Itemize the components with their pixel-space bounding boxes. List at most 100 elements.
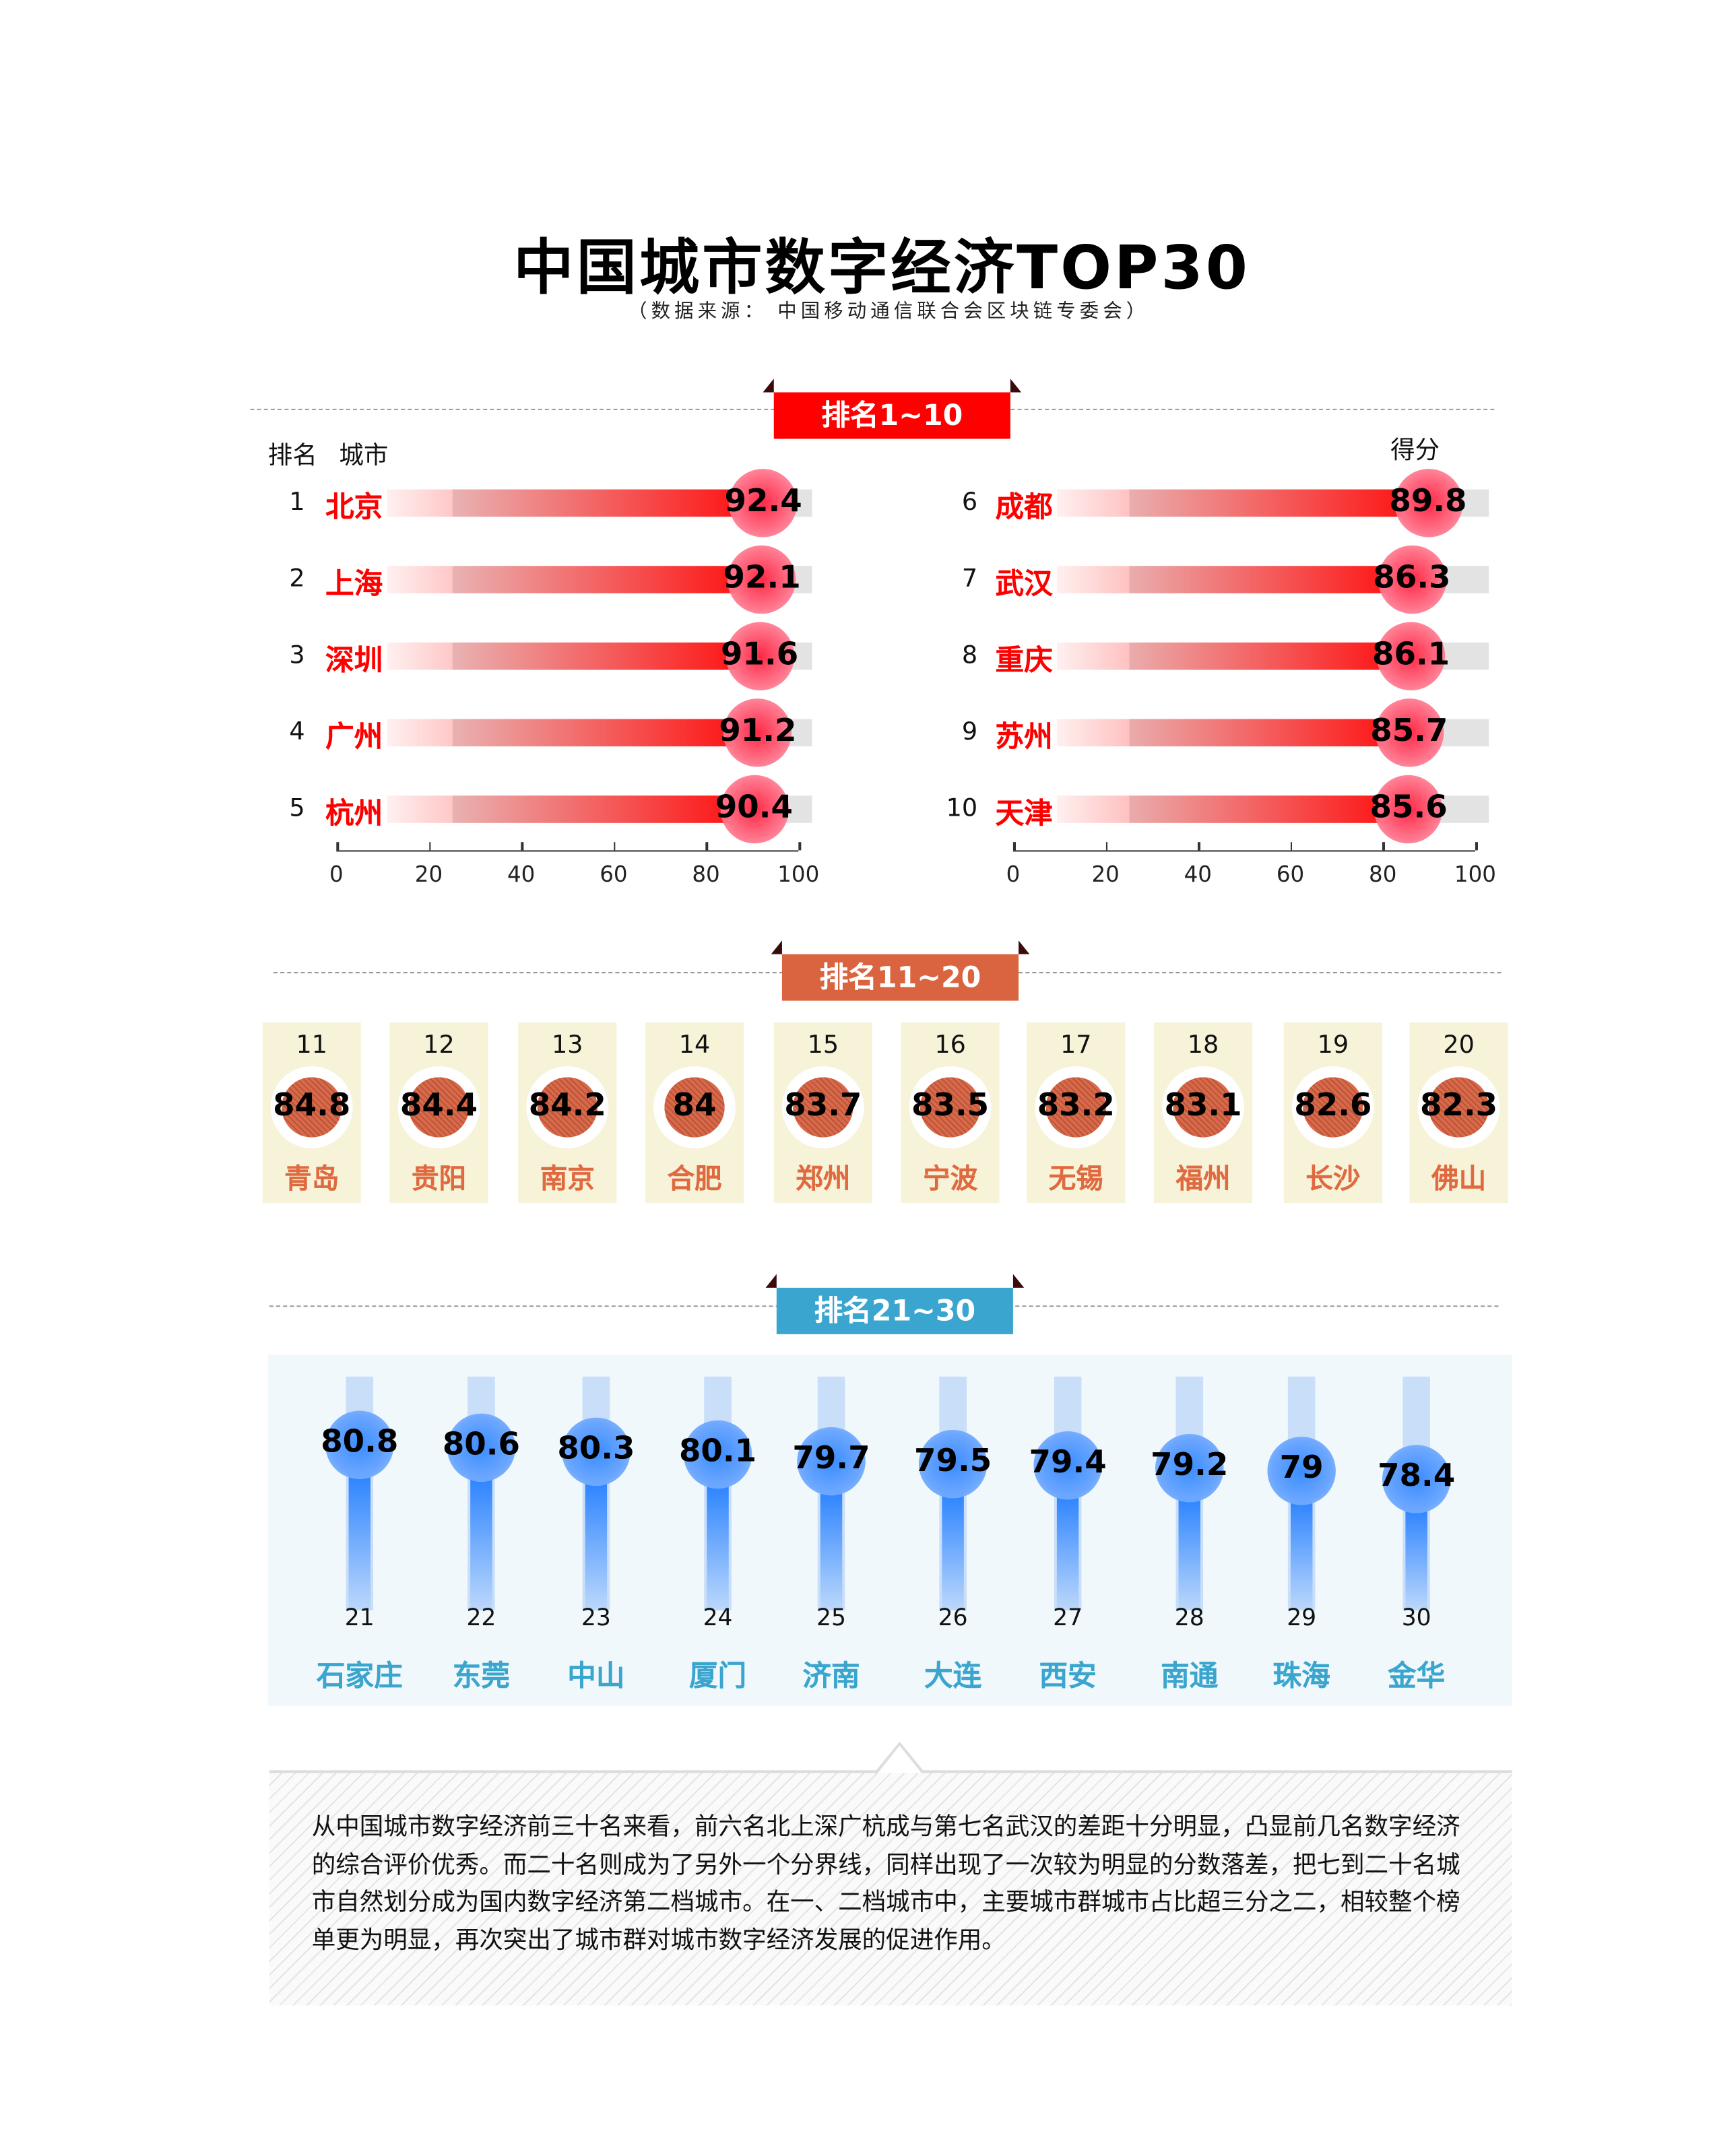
x-tick-label: 0 [329, 861, 344, 888]
bar [1056, 1492, 1079, 1610]
value-label: 80.8 [321, 1424, 399, 1460]
score-value: 83.1 [1164, 1088, 1242, 1124]
section-tab-21-30: 排名21~30 [765, 1274, 1025, 1334]
city-name: 杭州 [325, 797, 383, 830]
bar [942, 1491, 964, 1610]
score-dot [1428, 1077, 1489, 1138]
value-label: 90.4 [715, 790, 794, 826]
x-tick [1382, 842, 1385, 851]
city-name: 济南 [802, 1659, 860, 1693]
value-bubble [325, 1410, 394, 1480]
value-bubble [918, 1429, 988, 1498]
x-tick [613, 842, 616, 851]
value-bubble [797, 1426, 866, 1495]
value-label: 86.3 [1373, 560, 1451, 596]
city-name: 中山 [567, 1659, 625, 1693]
rank-number: 18 [1187, 1031, 1219, 1059]
rank-number: 12 [423, 1031, 455, 1059]
city-name: 郑州 [796, 1162, 851, 1195]
bar [387, 489, 764, 517]
score-dot [920, 1077, 981, 1138]
city-name: 南通 [1161, 1659, 1219, 1693]
score-ring [1035, 1066, 1118, 1148]
page-title: 中国城市数字经济TOP30 [513, 234, 1250, 304]
bar [387, 719, 758, 747]
bar [470, 1475, 492, 1610]
rank-number: 22 [466, 1604, 496, 1633]
value-bubble [683, 1420, 752, 1489]
x-tick [706, 842, 709, 851]
score-dot [793, 1077, 853, 1138]
city-name: 佛山 [1431, 1162, 1487, 1195]
rank-number: 9 [961, 717, 978, 747]
city-name: 广州 [325, 720, 383, 754]
x-tick [428, 842, 431, 851]
x-tick-label: 0 [1006, 861, 1021, 888]
city-name: 东莞 [452, 1659, 511, 1693]
rank-number: 3 [289, 641, 305, 670]
data-source: （数据来源： 中国移动通信联合会区块链专委会） [628, 300, 1150, 323]
city-name: 金华 [1388, 1659, 1446, 1693]
bar [387, 642, 760, 670]
value-label: 78.4 [1378, 1458, 1456, 1495]
score-value: 84 [672, 1088, 717, 1124]
city-name: 青岛 [284, 1162, 340, 1195]
city-name: 重庆 [995, 643, 1053, 677]
rank-number: 14 [678, 1031, 711, 1059]
x-tick-label: 20 [414, 861, 443, 888]
bar [1405, 1506, 1427, 1610]
x-tick-label: 40 [1184, 861, 1212, 888]
x-tick [1012, 842, 1015, 851]
rank-number: 26 [938, 1604, 968, 1633]
section-tab-11-20: 排名11~20 [771, 940, 1030, 1001]
city-name: 合肥 [667, 1162, 722, 1195]
score-dot [1045, 1077, 1106, 1138]
x-tick-label: 40 [507, 861, 536, 888]
value-label: 92.1 [723, 560, 801, 596]
rank-number: 30 [1401, 1604, 1431, 1633]
bar [585, 1479, 608, 1610]
x-tick-label: 60 [1276, 861, 1305, 888]
bar [1056, 795, 1409, 823]
x-axis [1012, 850, 1475, 852]
score-dot [1173, 1077, 1233, 1138]
rank-number: 19 [1317, 1031, 1349, 1059]
value-label: 91.6 [721, 636, 799, 673]
x-tick-label: 100 [777, 861, 820, 888]
score-ring [1291, 1066, 1374, 1148]
city-name: 西安 [1039, 1659, 1097, 1693]
rank-21-30-panel [267, 1354, 1512, 1706]
value-bubble [562, 1418, 631, 1487]
score-value: 83.7 [784, 1088, 862, 1124]
value-label: 79.4 [1029, 1444, 1107, 1480]
value-bubble [1374, 775, 1443, 844]
rank-card: 14 84 合肥 [645, 1022, 744, 1204]
rank-number: 20 [1443, 1031, 1475, 1059]
rank-number: 6 [961, 488, 978, 517]
rank-card: 17 83.2 无锡 [1027, 1022, 1126, 1204]
city-name: 珠海 [1272, 1659, 1330, 1693]
city-name: 长沙 [1305, 1162, 1361, 1195]
rank-number: 4 [289, 717, 305, 747]
score-value: 83.2 [1037, 1088, 1115, 1124]
rank-number: 28 [1174, 1604, 1204, 1633]
score-value: 83.5 [911, 1088, 990, 1124]
rank-number: 25 [816, 1604, 846, 1633]
value-label: 79.2 [1151, 1447, 1229, 1483]
value-label: 79 [1279, 1450, 1324, 1486]
bar [1056, 489, 1428, 517]
rank-number: 24 [703, 1604, 733, 1633]
rank-number: 16 [934, 1031, 966, 1059]
score-value: 84.4 [399, 1088, 478, 1124]
value-bubble [1382, 1445, 1451, 1514]
rank-card: 18 83.1 福州 [1153, 1022, 1253, 1204]
bar [387, 795, 754, 823]
city-name: 上海 [325, 567, 383, 600]
score-ring [397, 1066, 480, 1148]
value-label: 86.1 [1372, 636, 1450, 673]
x-tick [1475, 842, 1477, 851]
x-tick-label: 60 [600, 861, 628, 888]
rank-number: 17 [1060, 1031, 1092, 1059]
city-name: 福州 [1175, 1162, 1231, 1195]
